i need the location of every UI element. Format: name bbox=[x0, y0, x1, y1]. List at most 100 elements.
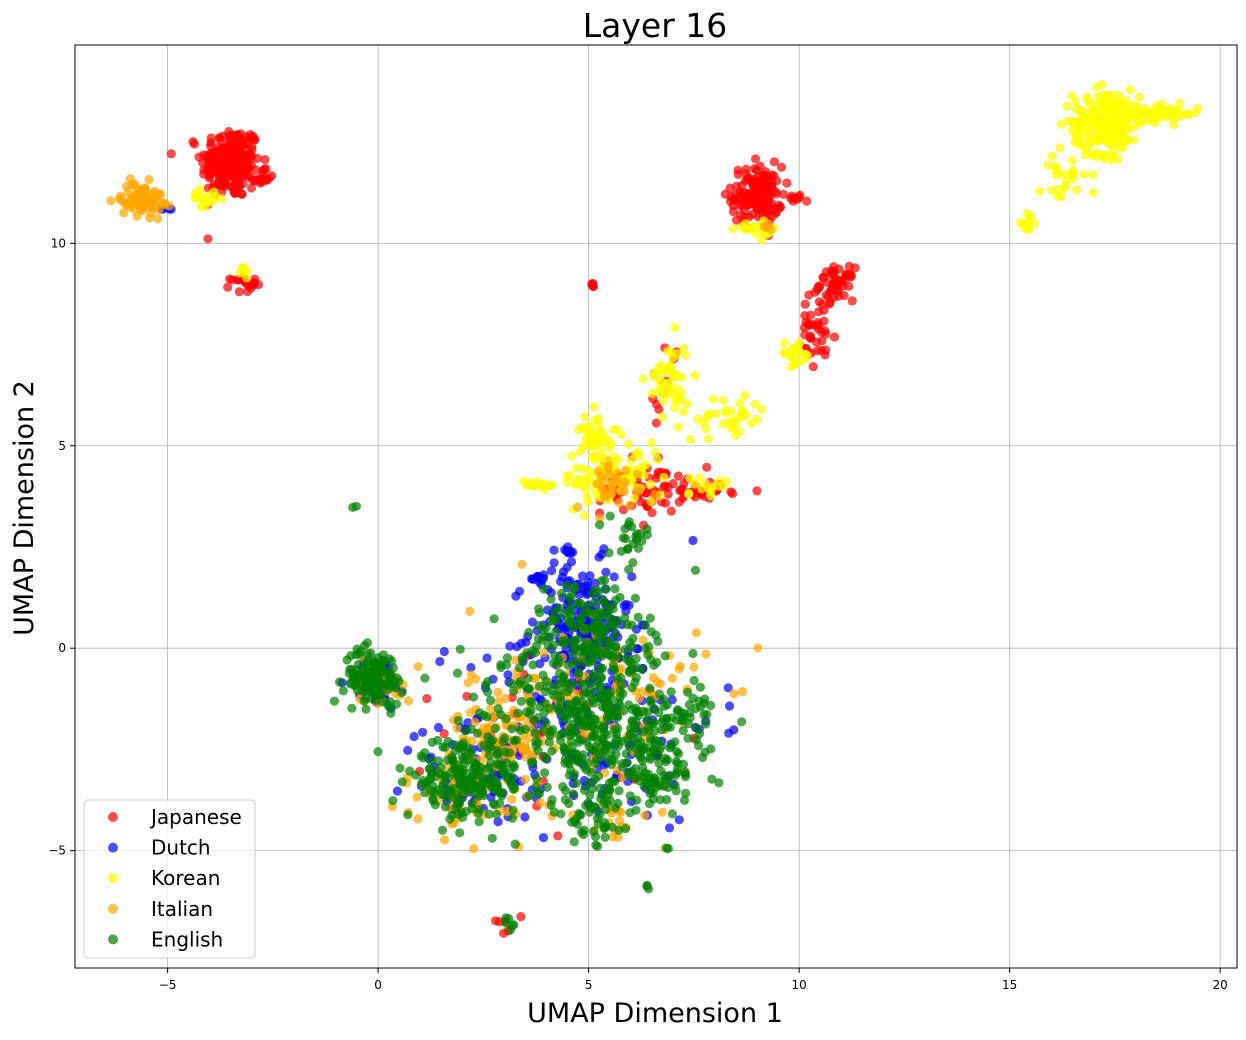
data-point bbox=[507, 794, 517, 804]
data-point bbox=[544, 737, 554, 747]
data-point bbox=[649, 368, 660, 378]
data-point bbox=[690, 565, 701, 575]
data-point bbox=[528, 757, 538, 767]
data-point bbox=[420, 788, 430, 798]
data-point bbox=[412, 792, 422, 802]
data-point bbox=[652, 454, 662, 465]
data-point bbox=[645, 613, 655, 623]
data-point bbox=[600, 745, 610, 755]
data-point bbox=[132, 211, 142, 221]
data-point bbox=[660, 481, 670, 491]
data-point bbox=[638, 707, 649, 717]
data-point bbox=[660, 651, 670, 661]
data-point bbox=[411, 770, 421, 780]
data-point bbox=[699, 710, 709, 720]
data-point bbox=[635, 529, 646, 539]
data-point bbox=[463, 678, 473, 688]
data-point bbox=[547, 566, 557, 576]
data-point bbox=[804, 319, 814, 329]
data-point bbox=[1087, 114, 1097, 124]
data-point bbox=[541, 753, 551, 764]
legend-label-italian: Italian bbox=[151, 897, 213, 921]
data-point bbox=[571, 463, 581, 473]
data-point bbox=[585, 676, 595, 686]
data-point bbox=[514, 679, 524, 689]
data-point bbox=[1090, 100, 1100, 110]
data-point bbox=[1067, 91, 1077, 101]
data-point bbox=[520, 812, 530, 822]
data-point bbox=[576, 621, 587, 631]
data-point bbox=[738, 687, 748, 697]
data-point bbox=[549, 807, 559, 817]
data-point bbox=[800, 299, 810, 309]
data-point bbox=[811, 321, 821, 331]
data-point bbox=[1134, 116, 1145, 126]
data-point bbox=[511, 591, 521, 601]
data-point bbox=[584, 687, 594, 697]
data-point bbox=[767, 211, 778, 222]
data-point bbox=[621, 534, 631, 544]
x-tick-label: −5 bbox=[159, 978, 177, 992]
data-point bbox=[688, 648, 698, 659]
x-tick-label: 5 bbox=[585, 978, 593, 992]
data-point bbox=[718, 419, 728, 429]
data-point bbox=[234, 287, 244, 297]
data-point bbox=[140, 185, 150, 195]
data-point bbox=[264, 173, 274, 183]
data-point bbox=[535, 659, 545, 669]
data-point bbox=[708, 394, 718, 404]
data-point bbox=[462, 691, 472, 702]
data-point bbox=[752, 204, 762, 214]
data-point bbox=[510, 655, 521, 665]
data-point bbox=[1068, 165, 1078, 175]
data-point bbox=[619, 486, 630, 496]
data-point bbox=[583, 497, 593, 507]
data-point bbox=[610, 630, 620, 640]
data-point bbox=[730, 194, 740, 204]
data-point bbox=[443, 736, 453, 747]
data-point bbox=[625, 638, 635, 648]
data-point bbox=[579, 825, 589, 835]
data-point bbox=[1175, 98, 1185, 108]
data-point bbox=[626, 723, 636, 733]
data-point bbox=[612, 674, 622, 684]
data-point bbox=[203, 234, 213, 244]
data-point bbox=[397, 777, 407, 787]
data-point bbox=[433, 735, 443, 746]
data-point bbox=[631, 654, 641, 664]
data-point bbox=[638, 635, 648, 645]
data-point bbox=[663, 489, 673, 499]
data-point bbox=[506, 678, 516, 689]
data-point bbox=[531, 782, 541, 792]
data-point bbox=[782, 178, 792, 188]
series-english bbox=[329, 501, 747, 935]
data-point bbox=[589, 402, 599, 412]
data-point bbox=[680, 350, 691, 360]
data-point bbox=[1052, 165, 1062, 176]
data-point bbox=[551, 615, 561, 625]
data-point bbox=[506, 777, 516, 787]
data-point bbox=[685, 434, 696, 444]
data-point bbox=[752, 182, 763, 192]
data-point bbox=[373, 653, 383, 663]
x-tick-label: 0 bbox=[374, 978, 382, 992]
data-point bbox=[467, 772, 477, 782]
data-point bbox=[440, 835, 450, 845]
data-point bbox=[1129, 135, 1139, 145]
data-point bbox=[761, 187, 771, 197]
data-point bbox=[1107, 90, 1117, 100]
data-point bbox=[199, 169, 209, 179]
data-point bbox=[617, 762, 628, 772]
data-point bbox=[528, 646, 538, 656]
data-point bbox=[679, 795, 690, 806]
data-point bbox=[655, 795, 665, 805]
data-point bbox=[681, 788, 691, 798]
data-point bbox=[626, 455, 636, 465]
data-point bbox=[644, 641, 654, 652]
data-point bbox=[776, 162, 787, 172]
data-point bbox=[205, 141, 216, 151]
data-point bbox=[508, 805, 518, 815]
data-point bbox=[131, 182, 141, 192]
data-point bbox=[534, 789, 545, 799]
data-point bbox=[420, 748, 430, 758]
